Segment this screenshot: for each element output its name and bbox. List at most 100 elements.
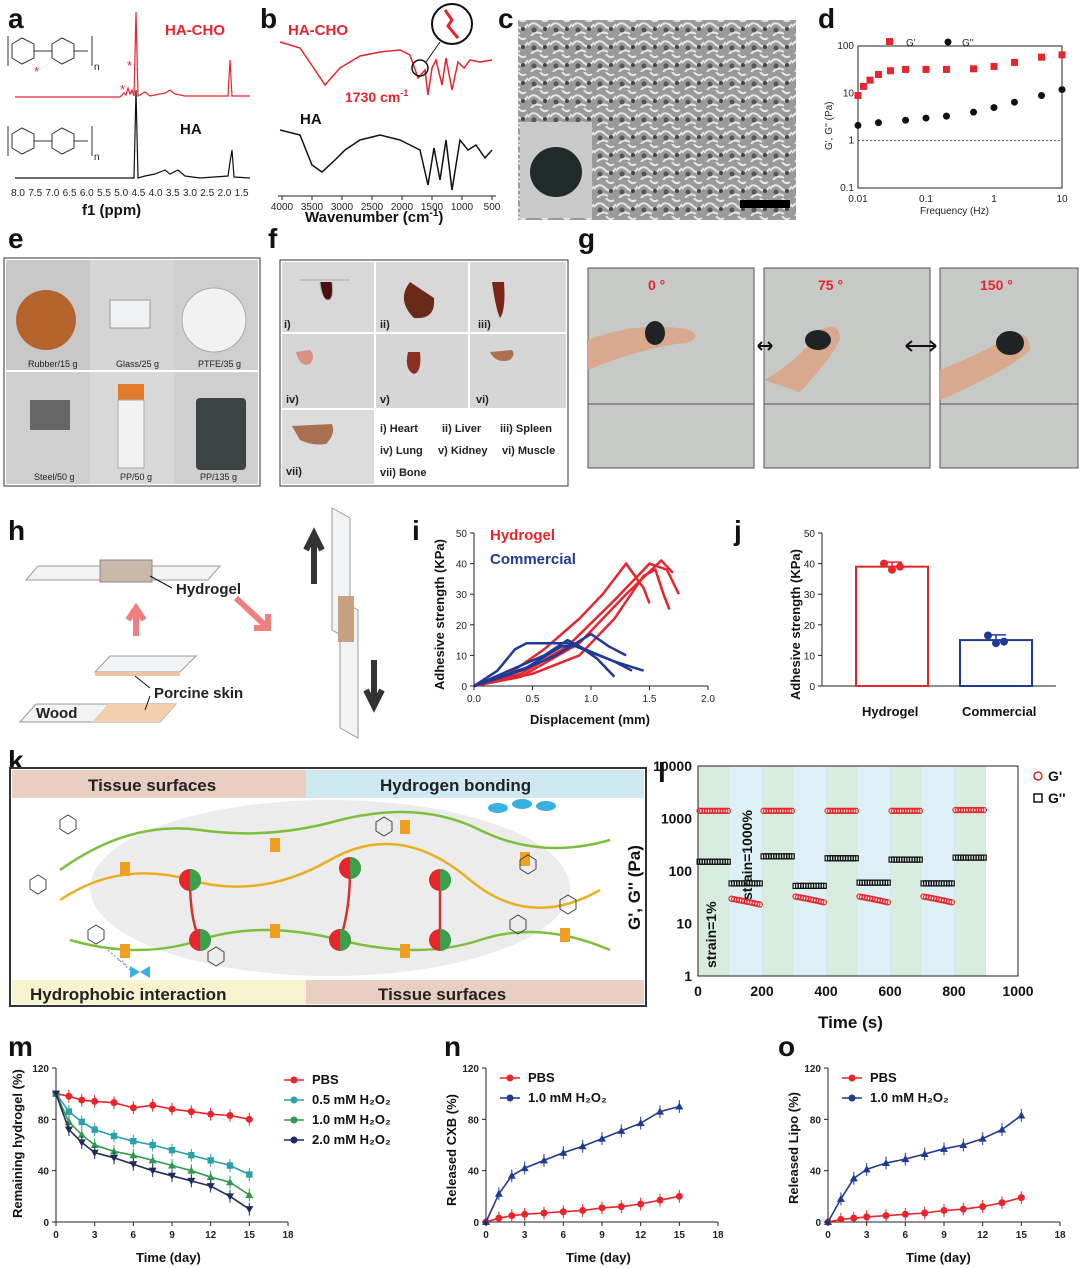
a-x-tick-label: 6.0 [80, 188, 94, 199]
m-point [78, 1096, 86, 1104]
panel-b-ftir: HA-CHO HA 1730 cm-1 4000 3500 3000 2500 2000… [271, 3, 501, 226]
j-ylabel: Adhesive strength (KPa) [788, 549, 803, 700]
panel-label-a: a [8, 3, 24, 34]
o-point [998, 1125, 1006, 1133]
n-point [540, 1209, 548, 1217]
f-roman-ii: ii) [380, 319, 390, 331]
h-hydrogel-label: Hydrogel [176, 581, 241, 598]
o-xlabel: Time (day) [906, 1250, 971, 1265]
glass-slide [109, 299, 151, 329]
kidney-sample [406, 352, 421, 374]
panel-e-photos: Rubber/15 g Glass/25 g PTFE/35 g Steel/5… [3, 257, 261, 487]
m-point [110, 1154, 118, 1162]
o-point [882, 1212, 890, 1220]
hydrogel-pointer [149, 575, 173, 589]
m-legend-label: 2.0 mM H₂O₂ [312, 1132, 391, 1147]
d-axes-frame [857, 45, 1063, 189]
zoom-connector [425, 41, 441, 63]
l-point-gprime [786, 807, 793, 815]
n-point [675, 1192, 683, 1200]
panel-j-bar: 0 10 20 30 40 50 Adhesive strength (KPa) Hydr… [788, 529, 1056, 719]
n-x-tick-label: 0 [483, 1230, 489, 1241]
l-point-gprime [850, 807, 857, 815]
n-point [636, 1119, 645, 1127]
n-legend: PBS 1.0 mM H₂O₂ [500, 1070, 607, 1105]
l-xlabel: Time (s) [818, 1013, 883, 1032]
panel-n-cxb-release: 0 40 80 120 0 3 6 9 12 15 18 PBS 1.0 mM H₂O₂ Releas… [444, 1064, 724, 1265]
m-point [130, 1137, 137, 1145]
l-point-gdoubleprime [948, 880, 955, 887]
hydrogel-on-finger-150 [996, 331, 1024, 355]
n-x-tick-label: 12 [635, 1230, 647, 1241]
k-water-molecules [488, 799, 556, 813]
l-point-gprime [884, 899, 891, 906]
ftir-x-ticks: 4000 3500 3000 2500 2000 1500 1000 500 [271, 195, 501, 213]
m-point [226, 1111, 234, 1119]
m-x-tick-label: 0 [53, 1230, 59, 1241]
panel-m-degradation: 0 40 80 120 0 3 6 9 12 15 18 PBS 0.5 mM H₂O₂ 1.0 mM … [10, 1064, 391, 1265]
i-x-tick-label: 0.0 [467, 694, 481, 705]
l-strain-low: strain=1% [703, 901, 719, 968]
n-y-tick-label: 120 [462, 1064, 479, 1075]
d-point-gdoubleprime [1010, 98, 1018, 106]
m-point [77, 1130, 86, 1138]
i-x-tick-label: 2.0 [701, 694, 715, 705]
m-point [207, 1110, 215, 1118]
a-x-tick-label: 7.5 [28, 188, 42, 199]
k-tissue-bottom: Tissue surfaces [378, 985, 506, 1004]
m-ylabel: Remaining hydrogel (%) [10, 1069, 25, 1218]
o-point [836, 1194, 845, 1202]
d-y-tick-label: 0.1 [840, 183, 854, 194]
o-point [921, 1209, 929, 1217]
k-crosslinks [179, 857, 451, 951]
l-strain-band [922, 766, 954, 976]
d-x-tick-label: 10 [1056, 194, 1068, 205]
m-point [65, 1108, 73, 1115]
l-strain-high: strain=1000% [739, 810, 755, 900]
d-point-gdoubleprime [902, 116, 910, 124]
o-point [901, 1210, 909, 1218]
o-ylabel: Released Lipo (%) [786, 1092, 801, 1204]
m-point [206, 1183, 215, 1191]
g-angle-0: 0 ° [648, 277, 665, 293]
o-y-tick-label: 40 [810, 1167, 822, 1178]
g-photo-0 [587, 267, 755, 469]
m-point [77, 1139, 86, 1147]
m-point [65, 1092, 73, 1100]
panel-label-m: m [8, 1031, 33, 1062]
d-legend-gp-marker [886, 38, 893, 45]
finger-0 [588, 326, 695, 370]
j-point [896, 562, 904, 571]
h-wood-label: Wood [36, 705, 77, 722]
n-xlabel: Time (day) [566, 1250, 631, 1265]
porcine-pointer-1 [134, 675, 151, 689]
o-point [901, 1155, 910, 1163]
m-legend-label: 0.5 mM H₂O₂ [312, 1092, 391, 1107]
k-hydrophobic-link [107, 949, 131, 971]
pp-bottle [196, 398, 246, 470]
l-point-gprime [914, 807, 921, 815]
m-point [245, 1191, 254, 1199]
m-point [245, 1115, 253, 1123]
l-legend-gp: G' [1048, 768, 1062, 784]
l-point-gprime [754, 900, 761, 908]
b-x-tick-label: 2000 [391, 202, 414, 213]
l-point-gprime [818, 898, 825, 905]
panel-label-c: c [498, 3, 514, 34]
i-x-tick-label: 1.0 [584, 694, 598, 705]
l-point-gprime [852, 807, 859, 815]
e-caption-pp50: PP/50 g [120, 472, 152, 482]
n-x-tick-label: 15 [674, 1230, 686, 1241]
n-ylabel: Released CXB (%) [444, 1094, 459, 1206]
j-cat-commercial: Commercial [962, 704, 1036, 719]
n-y-tick-label: 40 [468, 1167, 480, 1178]
o-x-tick-label: 6 [903, 1230, 909, 1241]
o-point [959, 1205, 967, 1213]
o-y-tick-label: 80 [810, 1115, 822, 1126]
ptfe-disc [181, 287, 247, 353]
k-tissue-bottom-bar [306, 980, 644, 1004]
m-point [64, 1126, 73, 1134]
n-point [598, 1204, 606, 1212]
panel-label-e: e [8, 223, 24, 254]
